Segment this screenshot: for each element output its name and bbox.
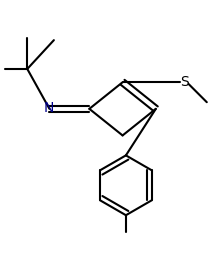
Text: S: S <box>180 75 189 89</box>
Text: N: N <box>43 101 54 115</box>
